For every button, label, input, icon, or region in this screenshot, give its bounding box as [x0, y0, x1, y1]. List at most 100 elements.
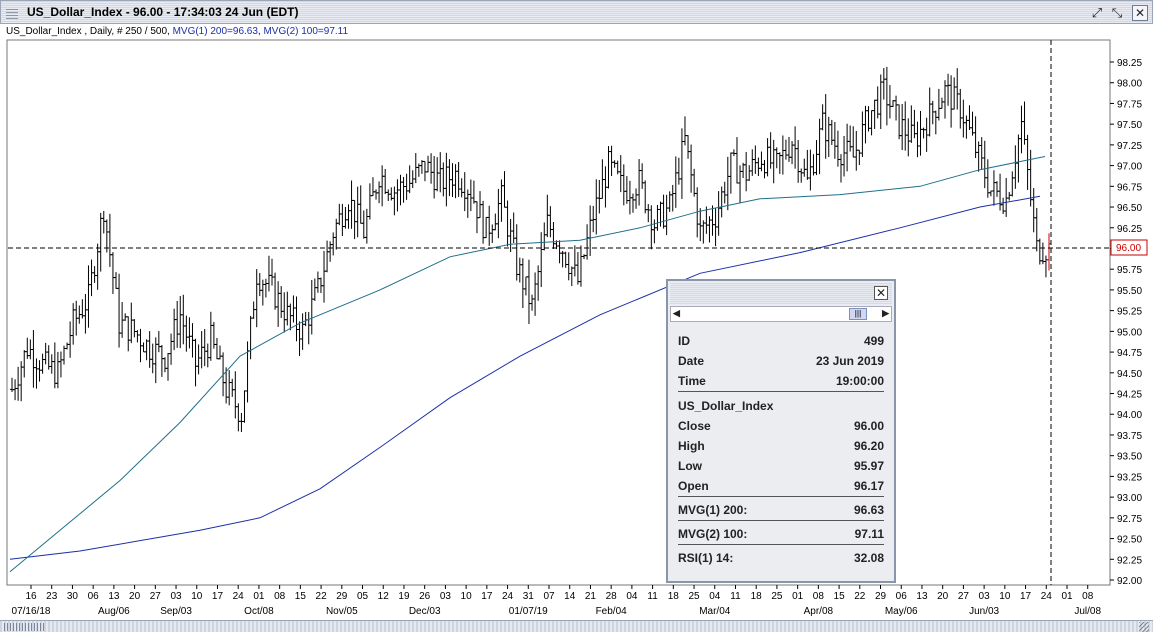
y-tick-label: 93.00	[1117, 493, 1142, 504]
scroll-left-arrow-icon[interactable]: ◀	[673, 308, 680, 318]
x-tick-label: 26	[419, 591, 431, 602]
mvg2-legend: MVG(2) 100=97.11	[263, 26, 349, 37]
info-row-open: Open 96.17	[678, 479, 884, 495]
x-tick-label: 01	[1061, 591, 1073, 602]
window-titlebar[interactable]: US_Dollar_Index - 96.00 - 17:34:03 24 Ju…	[0, 0, 1153, 24]
data-window-header[interactable]: ✕	[670, 283, 892, 305]
info-value: 32.08	[853, 551, 884, 565]
x-tick-label: 13	[916, 591, 928, 602]
scroll-thumb[interactable]: |||	[849, 308, 867, 320]
ohlc-bars	[10, 66, 1051, 433]
info-label: RSI(1) 14:	[678, 551, 734, 565]
x-tick-label: 08	[813, 591, 825, 602]
x-tick-label: 17	[1020, 591, 1032, 602]
x-tick-label: 30	[67, 591, 79, 602]
info-value: 96.63	[853, 503, 884, 517]
info-row-close: Close 96.00	[678, 419, 884, 435]
info-value: 19:00:00	[835, 374, 884, 388]
info-separator	[678, 544, 884, 545]
x-tick-label: 15	[834, 591, 846, 602]
info-label: Close	[678, 419, 711, 433]
status-grip-icon	[4, 623, 44, 631]
info-value: 499	[863, 334, 884, 348]
x-month-label: Jun/03	[969, 606, 999, 617]
y-tick-label: 92.00	[1117, 576, 1142, 587]
info-label: High	[678, 439, 705, 453]
x-tick-label: 23	[46, 591, 58, 602]
info-value: 96.20	[853, 439, 884, 453]
resize-grip-icon[interactable]	[1139, 622, 1149, 632]
info-value: 96.17	[853, 479, 884, 493]
restore-icon[interactable]: ⤡	[1111, 5, 1123, 20]
x-tick-label: 20	[937, 591, 949, 602]
info-row-high: High 96.20	[678, 439, 884, 455]
x-tick-label: 27	[958, 591, 970, 602]
x-tick-label: 10	[191, 591, 203, 602]
price-marker-box	[1110, 239, 1148, 256]
x-month-label: Dec/03	[409, 606, 441, 617]
x-tick-label: 06	[896, 591, 908, 602]
x-tick-label: 05	[357, 591, 369, 602]
info-row-low: Low 95.97	[678, 459, 884, 475]
x-month-label: Aug/06	[98, 606, 130, 617]
window-title: US_Dollar_Index - 96.00 - 17:34:03 24 Ju…	[27, 5, 299, 19]
x-month-label: Feb/04	[596, 606, 628, 617]
x-tick-label: 01	[253, 591, 265, 602]
y-tick-label: 92.25	[1117, 555, 1142, 566]
x-tick-label: 19	[398, 591, 410, 602]
x-tick-label: 18	[668, 591, 680, 602]
data-window-close-icon[interactable]: ✕	[874, 286, 888, 300]
plot-area[interactable]	[6, 39, 1111, 586]
data-window-scrollbar[interactable]: ◀ ||| ▶	[670, 306, 892, 322]
x-axis: 16 23 30 06 13 20 27 03 10 17 24 01 08 15 22 29 05 12 19 26…	[12, 585, 1101, 617]
x-tick-label: 14	[564, 591, 576, 602]
info-row-mvg1: MVG(1) 200: 96.63	[678, 503, 884, 519]
info-value: 97.11	[854, 527, 884, 541]
x-tick-label: 24	[1041, 591, 1053, 602]
info-row-symbol: US_Dollar_Index	[678, 399, 884, 415]
y-tick-label: 98.25	[1117, 58, 1142, 69]
info-row-date: Date 23 Jun 2019	[678, 354, 884, 370]
y-axis: 98.25 98.00 97.75 97.50 97.25 97.00 96.75 96.50…	[1110, 58, 1142, 587]
x-tick-label: 03	[440, 591, 452, 602]
x-month-label: May/06	[885, 606, 918, 617]
info-row-time: Time 19:00:00	[678, 374, 884, 390]
x-tick-label: 25	[771, 591, 783, 602]
y-tick-label: 93.50	[1117, 452, 1142, 463]
y-tick-label: 94.50	[1117, 369, 1142, 380]
x-tick-label: 10	[999, 591, 1011, 602]
info-value: 96.00	[853, 419, 884, 433]
popout-icon[interactable]: ⤢	[1091, 5, 1103, 20]
x-tick-label: 24	[502, 591, 514, 602]
x-tick-label: 06	[88, 591, 100, 602]
y-tick-label: 96.50	[1117, 203, 1142, 214]
x-tick-label: 11	[647, 591, 658, 602]
x-tick-label: 21	[585, 591, 597, 602]
x-tick-label: 18	[751, 591, 763, 602]
mvg2-line	[9, 156, 1046, 573]
y-tick-label: 92.75	[1117, 514, 1142, 525]
y-tick-label: 97.00	[1117, 162, 1142, 173]
data-window[interactable]: ✕ ◀ ||| ▶ ID 499 Date 23 Jun 2019 Time 19:0…	[666, 279, 896, 583]
x-tick-label: 03	[979, 591, 991, 602]
x-tick-label: 07	[543, 591, 555, 602]
info-label: Open	[678, 479, 709, 493]
info-symbol: US_Dollar_Index	[678, 399, 774, 413]
x-tick-label: 20	[129, 591, 141, 602]
x-tick-label: 24	[233, 591, 245, 602]
x-tick-label: 04	[709, 591, 721, 602]
y-tick-label: 95.75	[1117, 265, 1142, 276]
mvg1-legend: MVG(1) 200=96.63	[172, 26, 258, 37]
info-separator	[678, 391, 884, 392]
scroll-right-arrow-icon[interactable]: ▶	[882, 308, 889, 318]
x-tick-label: 16	[25, 591, 37, 602]
y-tick-label: 94.00	[1117, 410, 1142, 421]
x-tick-label: 29	[336, 591, 348, 602]
y-tick-label: 92.50	[1117, 535, 1142, 546]
drag-grip-icon[interactable]	[6, 7, 18, 19]
close-window-button[interactable]: ✕	[1132, 5, 1148, 21]
x-month-label: Jul/08	[1074, 606, 1101, 617]
x-tick-label: 04	[626, 591, 638, 602]
info-value: 95.97	[853, 459, 884, 473]
price-chart[interactable]: 98.25 98.00 97.75 97.50 97.25 97.00 96.75 96.50…	[0, 38, 1153, 620]
